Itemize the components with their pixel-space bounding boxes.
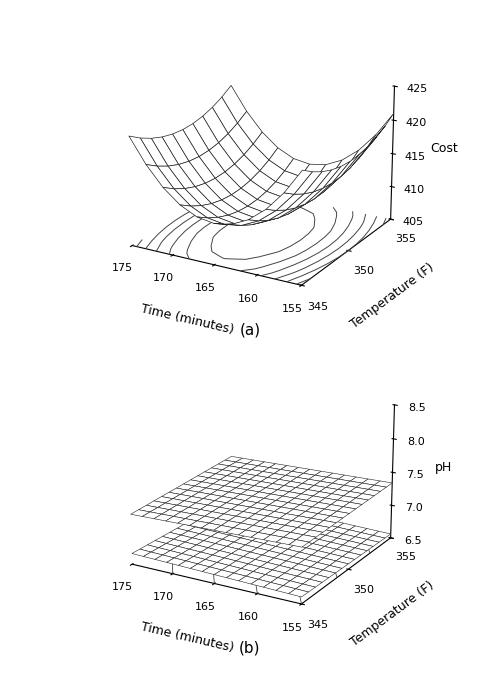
- X-axis label: Time (minutes): Time (minutes): [140, 302, 235, 336]
- Y-axis label: Temperature (F): Temperature (F): [348, 260, 437, 331]
- Text: (b): (b): [240, 641, 261, 656]
- Y-axis label: Temperature (F): Temperature (F): [348, 579, 437, 650]
- X-axis label: Time (minutes): Time (minutes): [140, 620, 235, 655]
- Text: (a): (a): [240, 322, 260, 337]
